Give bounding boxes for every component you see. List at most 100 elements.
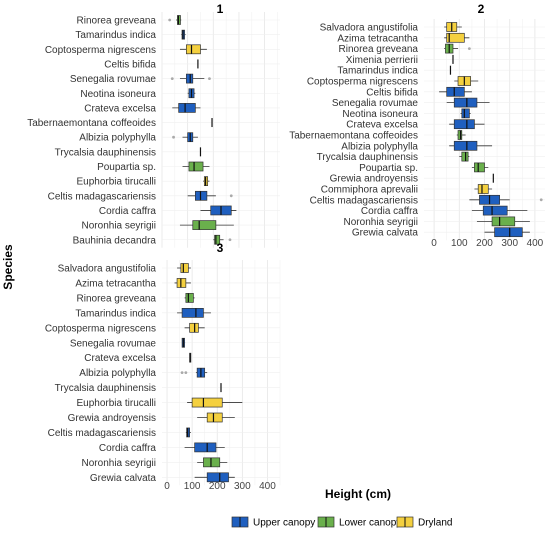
x-tick-label: 400 bbox=[259, 481, 276, 492]
row-albizia-polyphylla: Albizia polyphylla bbox=[79, 132, 280, 144]
outlier-point bbox=[180, 371, 184, 375]
species-label: Salvadora angustifolia bbox=[58, 264, 157, 275]
box bbox=[482, 205, 508, 216]
row-tamarindus-indica: Tamarindus indica bbox=[337, 65, 545, 77]
species-label: Senegalia rovumae bbox=[70, 74, 157, 85]
legend-label: Upper canopy bbox=[253, 518, 315, 529]
row-euphorbia-tirucalli: Euphorbia tirucalli bbox=[77, 176, 280, 188]
species-label: Trycalsia dauphinensis bbox=[55, 147, 156, 158]
species-label: Rinorea greveana bbox=[77, 293, 157, 304]
species-label: Rinorea greveana bbox=[339, 44, 419, 55]
panel-title-2: 2 bbox=[478, 2, 485, 16]
x-axis-title: Height (cm) bbox=[325, 487, 391, 501]
x-tick-label: 300 bbox=[501, 238, 518, 249]
species-label: Grewia androyensis bbox=[68, 413, 156, 424]
species-label: Tabernaemontana coffeoides bbox=[27, 118, 156, 129]
box bbox=[453, 119, 475, 130]
row-rinorea-greveana: Rinorea greveana bbox=[339, 43, 545, 55]
box bbox=[180, 263, 189, 273]
box bbox=[474, 162, 485, 173]
species-label: Noronhia seyrigii bbox=[344, 217, 418, 228]
species-label: Grewia calvata bbox=[352, 228, 419, 239]
species-label: Grewia androyensis bbox=[330, 174, 418, 185]
box bbox=[453, 140, 478, 151]
species-label: Senegalia rovumae bbox=[332, 98, 419, 109]
row-celtis-bifida: Celtis bifida bbox=[104, 59, 280, 70]
row-cordia-caffra: Cordia caffra bbox=[361, 205, 545, 217]
row-noronhia-seyrigii: Noronhia seyrigii bbox=[82, 220, 280, 232]
row-noronhia-seyrigii: Noronhia seyrigii bbox=[82, 457, 280, 469]
species-label: Senegalia rovumae bbox=[70, 338, 157, 349]
species-label: Trycalsia dauphinensis bbox=[317, 152, 418, 163]
species-label: Rinorea greveana bbox=[77, 16, 157, 27]
species-label: Albizia polyphylla bbox=[79, 133, 156, 144]
species-label: Crateva excelsa bbox=[84, 103, 156, 114]
x-tick-label: 100 bbox=[451, 238, 468, 249]
species-label: Cordia caffra bbox=[361, 206, 419, 217]
row-poupartia-sp: Poupartia sp. bbox=[97, 161, 280, 173]
row-tabernaemontana-coffeoides: Tabernaemontana coffeoides bbox=[27, 118, 280, 129]
species-label: Commiphora aprevalii bbox=[321, 185, 418, 196]
box bbox=[477, 184, 489, 194]
legend-label: Dryland bbox=[418, 518, 452, 529]
row-tamarindus-indica: Tamarindus indica bbox=[75, 308, 280, 319]
row-azima-tetracantha: Azima tetracantha bbox=[75, 278, 280, 289]
species-label: Albizia polyphylla bbox=[79, 368, 156, 379]
row-salvadora-angustifolia: Salvadora angustifolia bbox=[58, 263, 280, 275]
row-celtis-madagascariensis: Celtis madagascariensis bbox=[310, 194, 545, 206]
box bbox=[181, 308, 204, 318]
row-senegalia-rovumae: Senegalia rovumae bbox=[70, 337, 280, 349]
species-label: Celtis bifida bbox=[366, 87, 418, 98]
row-grewia-calvata: Grewia calvata bbox=[352, 227, 545, 239]
x-tick-label: 200 bbox=[476, 238, 493, 249]
row-cordia-caffra: Cordia caffra bbox=[99, 442, 280, 454]
species-label: Bauhinia decandra bbox=[73, 235, 157, 246]
species-label: Azima tetracantha bbox=[75, 278, 156, 289]
row-neotina-isoneura: Neotina isoneura bbox=[342, 108, 545, 120]
row-tamarindus-indica: Tamarindus indica bbox=[75, 29, 280, 41]
row-ximenia-perrierii: Ximenia perrierii bbox=[346, 54, 545, 66]
species-label: Celtis madagascariensis bbox=[310, 195, 418, 206]
row-coptosperma-nigrescens: Coptosperma nigrescens bbox=[45, 44, 280, 56]
x-tick-label: 0 bbox=[431, 238, 437, 249]
box bbox=[178, 103, 196, 113]
box bbox=[214, 234, 221, 245]
box bbox=[192, 220, 217, 230]
species-label: Tabernaemontana coffeoides bbox=[289, 131, 418, 142]
outlier-point bbox=[228, 238, 232, 242]
species-label: Albizia polyphylla bbox=[341, 141, 418, 152]
species-label: Azima tetracantha bbox=[337, 33, 418, 44]
row-poupartia-sp: Poupartia sp. bbox=[359, 162, 545, 174]
species-label: Neotina isoneura bbox=[342, 109, 418, 120]
box bbox=[185, 293, 194, 303]
box bbox=[194, 442, 217, 453]
species-label: Coptosperma nigrescens bbox=[307, 77, 418, 88]
outlier-point bbox=[208, 77, 211, 80]
row-salvadora-angustifolia: Salvadora angustifolia bbox=[320, 22, 545, 34]
y-axis-title: Species bbox=[1, 244, 15, 290]
row-bauhinia-decandra: Bauhinia decandra bbox=[73, 234, 280, 246]
species-label: Celtis madagascariensis bbox=[48, 428, 156, 439]
row-crateva-excelsa: Crateva excelsa bbox=[84, 103, 280, 114]
species-label: Coptosperma nigrescens bbox=[45, 323, 156, 334]
legend-item-dryland: Dryland bbox=[396, 516, 452, 529]
panel-title-3: 3 bbox=[217, 241, 224, 255]
row-trycalsia-dauphinensis: Trycalsia dauphinensis bbox=[317, 151, 545, 163]
outlier-point bbox=[184, 371, 188, 375]
species-label: Coptosperma nigrescens bbox=[45, 45, 156, 56]
species-label: Noronhia seyrigii bbox=[82, 458, 156, 469]
species-label: Cordia caffra bbox=[99, 206, 157, 217]
species-label: Crateva excelsa bbox=[346, 120, 418, 131]
species-label: Poupartia sp. bbox=[359, 163, 418, 174]
box bbox=[191, 397, 223, 408]
box bbox=[186, 73, 194, 84]
row-coptosperma-nigrescens: Coptosperma nigrescens bbox=[307, 76, 545, 88]
species-label: Tamarindus indica bbox=[337, 66, 418, 77]
x-tick-label: 400 bbox=[527, 238, 544, 249]
row-grewia-androyensis: Grewia androyensis bbox=[68, 412, 280, 424]
row-grewia-calvata: Grewia calvata bbox=[90, 472, 280, 484]
row-albizia-polyphylla: Albizia polyphylla bbox=[341, 140, 545, 152]
